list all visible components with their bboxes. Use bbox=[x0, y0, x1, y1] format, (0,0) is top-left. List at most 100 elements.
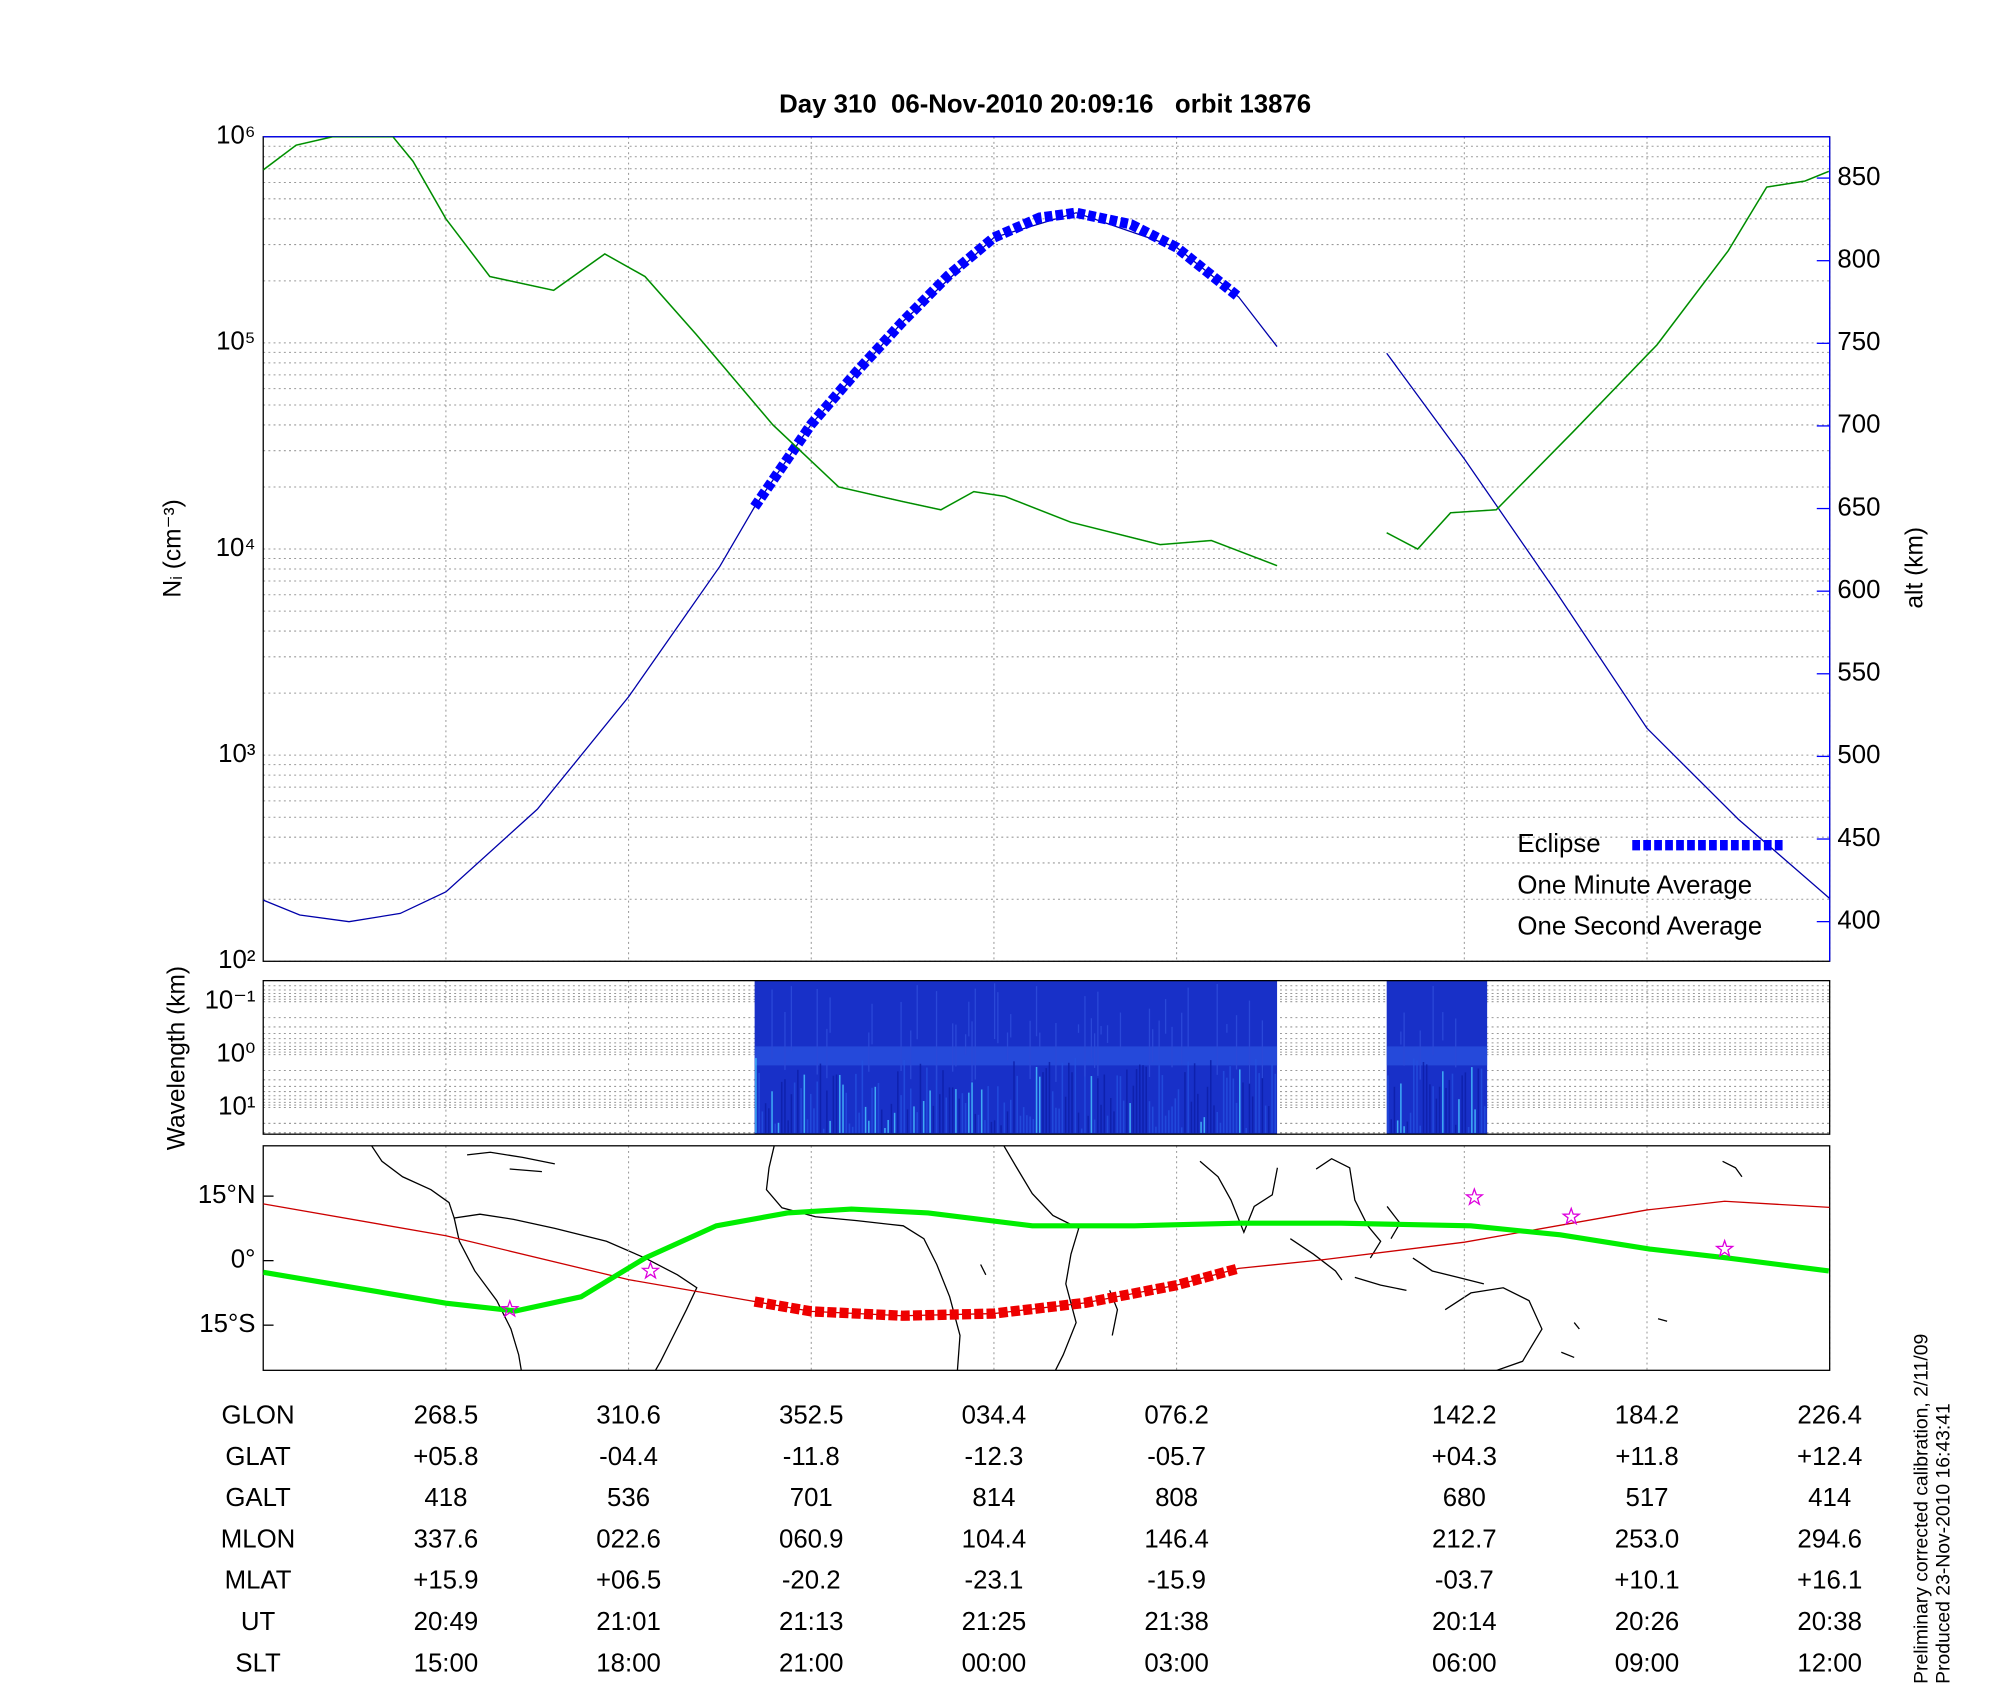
track-star bbox=[499, 1298, 520, 1318]
table-cell: 142.2 bbox=[1432, 1402, 1497, 1430]
table-row-label: GLAT bbox=[225, 1443, 291, 1471]
table-cell: 21:25 bbox=[962, 1608, 1027, 1636]
table-cell: -05.7 bbox=[1147, 1443, 1206, 1471]
y2-tick-label: 650 bbox=[1837, 493, 1880, 521]
y-tick-label: 10² bbox=[218, 946, 256, 974]
table-cell: 253.0 bbox=[1615, 1525, 1680, 1553]
plot-area bbox=[263, 136, 1830, 923]
table-cell: 21:38 bbox=[1144, 1608, 1209, 1636]
table-row-label: GALT bbox=[225, 1484, 291, 1512]
note: Produced 23-Nov-2010 16:43:41 bbox=[1933, 1403, 1955, 1684]
y-tick-label: 15°S bbox=[199, 1310, 255, 1338]
table-cell: 076.2 bbox=[1144, 1402, 1209, 1430]
y2-tick-label: 500 bbox=[1837, 741, 1880, 769]
series-line bbox=[263, 136, 1830, 567]
table-cell: 12:00 bbox=[1797, 1649, 1862, 1677]
track-star bbox=[1464, 1187, 1485, 1206]
map-line bbox=[263, 1206, 1830, 1314]
track-star bbox=[1714, 1238, 1735, 1258]
map-line bbox=[263, 1200, 1830, 1317]
table-cell: 00:00 bbox=[962, 1649, 1027, 1677]
series-line bbox=[750, 207, 1242, 510]
series-line bbox=[263, 136, 1830, 567]
y-tick-label: 0° bbox=[231, 1245, 256, 1273]
table-cell: -23.1 bbox=[965, 1567, 1024, 1595]
table-cell: 20:14 bbox=[1432, 1608, 1497, 1636]
map-line bbox=[753, 1263, 1241, 1321]
table-cell: -15.9 bbox=[1147, 1567, 1206, 1595]
y-tick-label: 10⁶ bbox=[216, 122, 255, 150]
y-tick-label: 10⁵ bbox=[216, 328, 255, 356]
table-cell: +06.5 bbox=[596, 1567, 661, 1595]
table-cell: 814 bbox=[972, 1484, 1015, 1512]
y2-tick-label: 850 bbox=[1837, 163, 1880, 191]
table-row-label: MLAT bbox=[225, 1567, 292, 1595]
table-cell: 20:49 bbox=[414, 1608, 479, 1636]
table-cell: -03.7 bbox=[1435, 1567, 1494, 1595]
table-cell: +11.8 bbox=[1615, 1443, 1678, 1471]
table-cell: 06:00 bbox=[1432, 1649, 1497, 1677]
table-cell: 517 bbox=[1625, 1484, 1668, 1512]
note: Preliminary corrected calibration, 2/11/… bbox=[1911, 1334, 1933, 1684]
table-cell: -04.4 bbox=[599, 1443, 658, 1471]
table-cell: +15.9 bbox=[413, 1567, 478, 1595]
y-tick-label: 15°N bbox=[198, 1181, 256, 1209]
table-cell: -11.8 bbox=[783, 1443, 840, 1471]
track-star bbox=[1561, 1206, 1582, 1226]
spectrogram-texture bbox=[754, 1046, 1278, 1066]
y-axis-label: Wavelength (km) bbox=[164, 966, 191, 1150]
table-cell: 034.4 bbox=[962, 1402, 1027, 1430]
table-cell: 536 bbox=[607, 1484, 650, 1512]
y-tick-label: 10³ bbox=[218, 740, 256, 768]
table-cell: +12.4 bbox=[1797, 1443, 1862, 1471]
y-tick-label: 10⁴ bbox=[216, 534, 256, 562]
table-cell: 15:00 bbox=[414, 1649, 479, 1677]
table-cell: 414 bbox=[1808, 1484, 1851, 1512]
table-cell: 060.9 bbox=[779, 1525, 844, 1553]
table-cell: 20:38 bbox=[1797, 1608, 1862, 1636]
table-cell: 022.6 bbox=[596, 1525, 661, 1553]
chart-title: Day 310 06-Nov-2010 20:09:16 orbit 13876 bbox=[779, 91, 1311, 119]
table-cell: 20:26 bbox=[1615, 1608, 1680, 1636]
table-cell: 104.4 bbox=[962, 1525, 1027, 1553]
map-area bbox=[263, 1187, 1830, 1321]
table-cell: 18:00 bbox=[596, 1649, 661, 1677]
y2-tick-label: 700 bbox=[1837, 411, 1880, 439]
table-cell: 418 bbox=[424, 1484, 467, 1512]
y2-tick-label: 750 bbox=[1837, 328, 1880, 356]
coastlines bbox=[371, 1145, 1743, 1371]
y-tick-label: 10¹ bbox=[218, 1092, 256, 1120]
y-tick-label: 10⁰ bbox=[216, 1039, 255, 1067]
table-cell: 21:00 bbox=[779, 1649, 844, 1677]
y-axis-label: Nᵢ (cm⁻³) bbox=[160, 499, 187, 597]
map-frame bbox=[262, 1145, 1831, 1371]
table-cell: 03:00 bbox=[1144, 1649, 1209, 1677]
table-row-label: SLT bbox=[235, 1649, 281, 1677]
table-cell: +10.1 bbox=[1614, 1567, 1679, 1595]
table-row-label: MLON bbox=[221, 1525, 296, 1553]
legend-label: One Second Average bbox=[1517, 913, 1762, 941]
table-cell: 268.5 bbox=[414, 1402, 479, 1430]
table-cell: 212.7 bbox=[1432, 1525, 1497, 1553]
table-cell: 184.2 bbox=[1615, 1402, 1680, 1430]
y2-tick-label: 450 bbox=[1837, 824, 1880, 852]
table-cell: +16.1 bbox=[1797, 1567, 1862, 1595]
table-cell: 226.4 bbox=[1797, 1402, 1862, 1430]
plot-frame bbox=[262, 980, 1831, 1135]
table-cell: 310.6 bbox=[596, 1402, 661, 1430]
table-cell: 09:00 bbox=[1615, 1649, 1680, 1677]
y2-tick-label: 550 bbox=[1837, 659, 1880, 687]
table-cell: 337.6 bbox=[414, 1525, 479, 1553]
table-row-label: UT bbox=[241, 1608, 276, 1636]
y2-tick-label: 600 bbox=[1837, 576, 1880, 604]
series-line bbox=[263, 212, 1830, 923]
table-cell: 701 bbox=[790, 1484, 833, 1512]
table-row-label: GLON bbox=[222, 1402, 295, 1430]
table-cell: 808 bbox=[1155, 1484, 1198, 1512]
y2-tick-label: 800 bbox=[1837, 246, 1880, 274]
table-cell: 294.6 bbox=[1797, 1525, 1862, 1553]
table-cell: -20.2 bbox=[782, 1567, 841, 1595]
table-cell: 21:13 bbox=[779, 1608, 844, 1636]
table-cell: 680 bbox=[1443, 1484, 1486, 1512]
